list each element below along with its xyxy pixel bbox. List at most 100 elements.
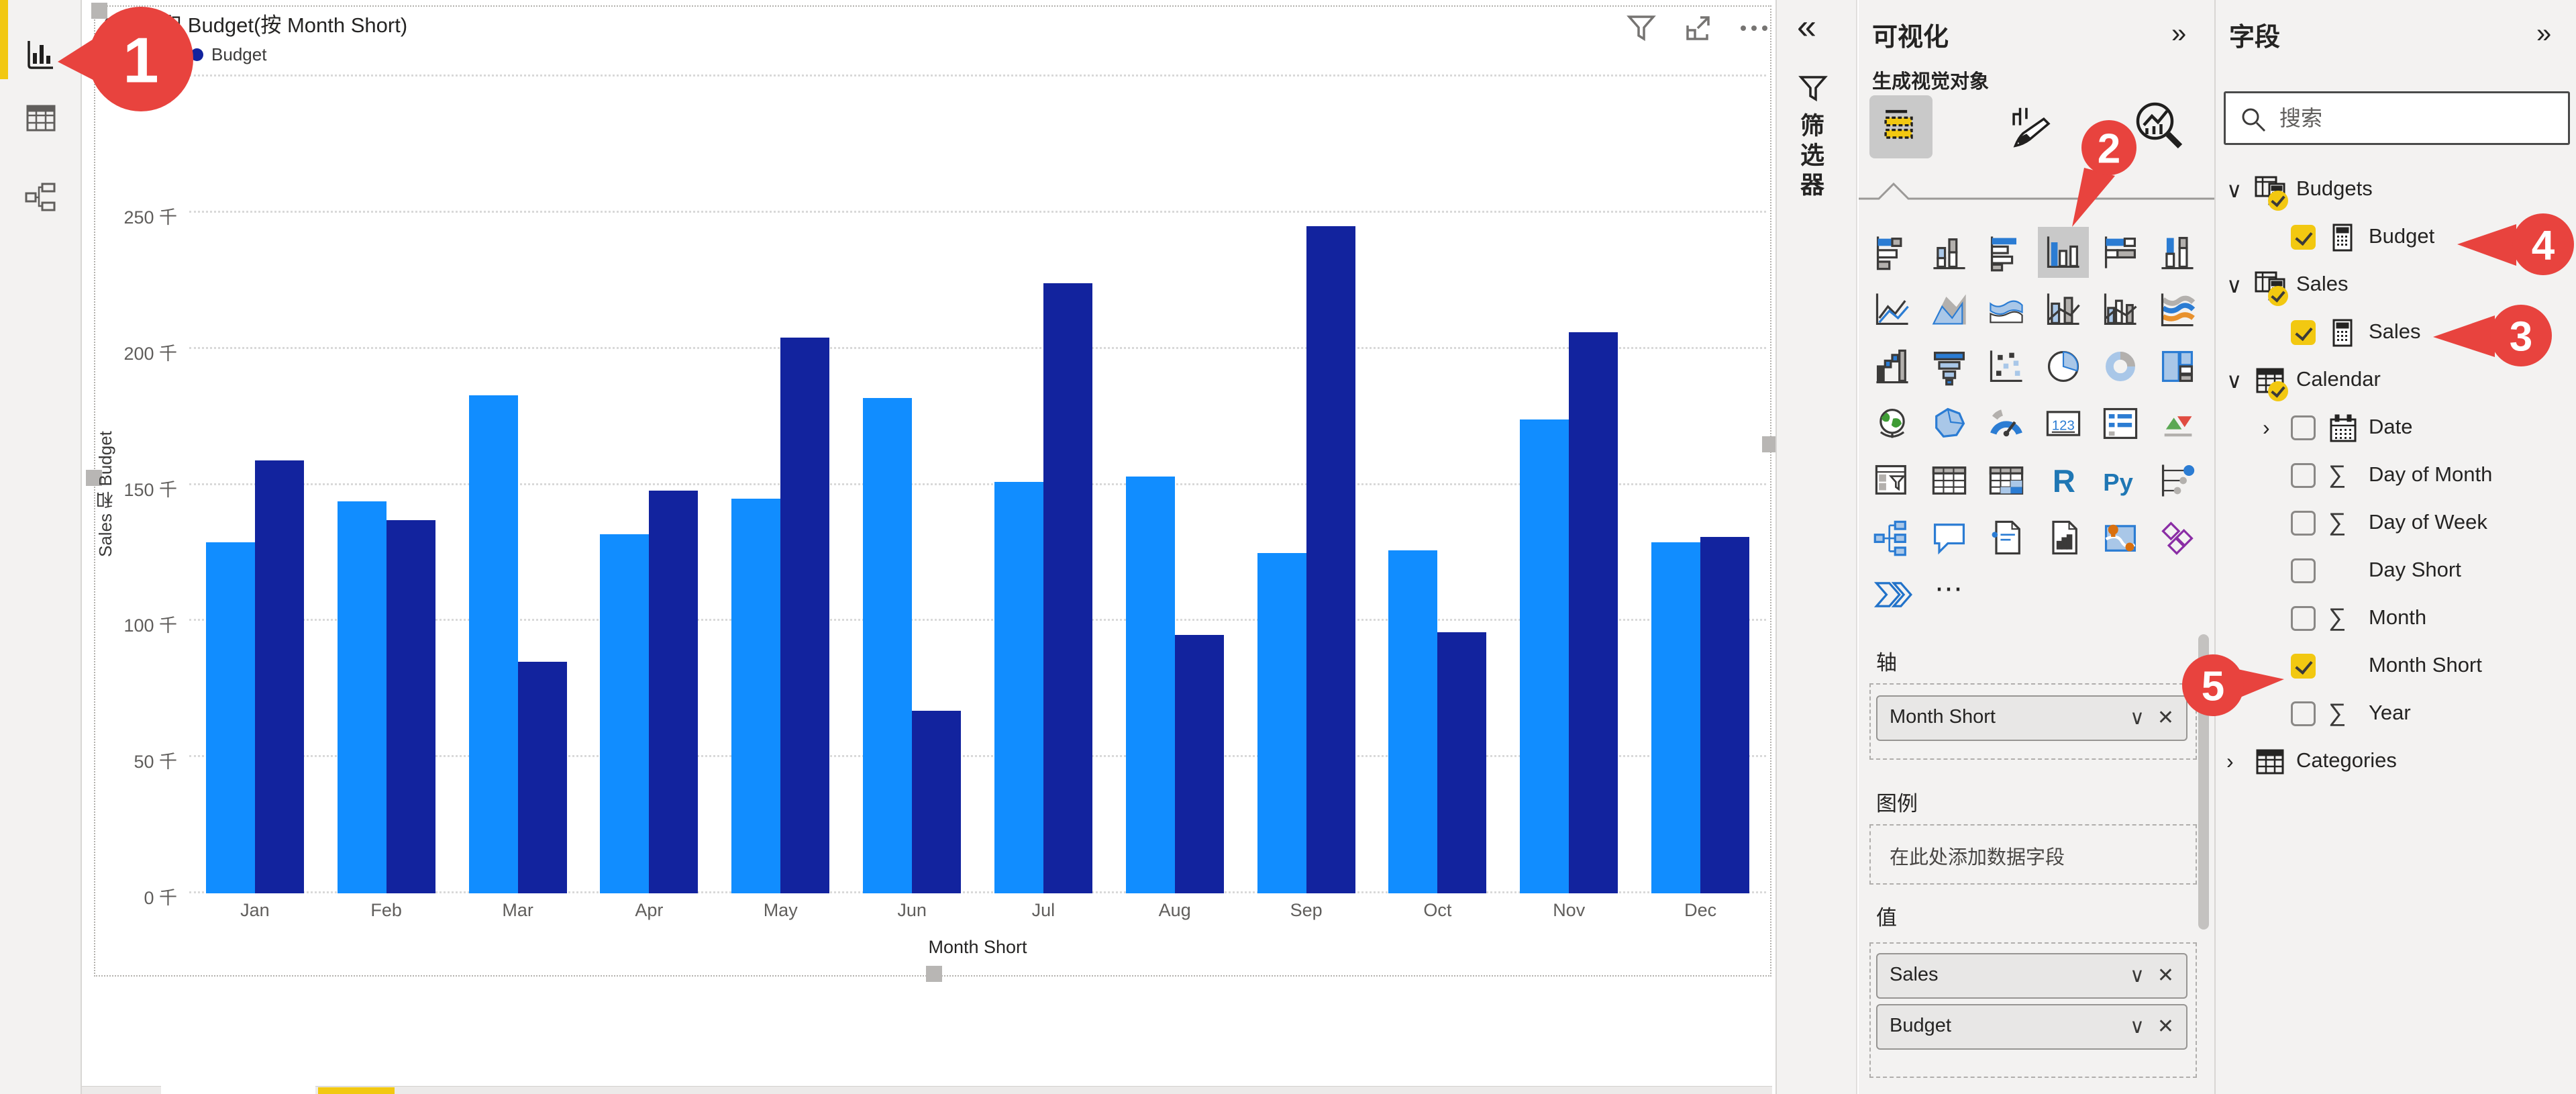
bar-sales-jan[interactable] [205, 542, 255, 893]
field-row-day-of-week[interactable]: ∑ Day of Week [2216, 500, 2576, 548]
viz-type-decomposition-tree[interactable] [1872, 517, 1912, 558]
remove-field-icon[interactable]: ✕ [2157, 1015, 2174, 1038]
active-page-tab-indicator[interactable] [318, 1087, 395, 1094]
viz-type-card[interactable]: 123 [2043, 403, 2083, 444]
viz-type-pie-chart[interactable] [2043, 346, 2083, 387]
collapse-visualizations-icon[interactable]: » [2171, 19, 2187, 48]
more-options-icon[interactable] [1738, 12, 1771, 46]
bar-budget-apr[interactable] [649, 491, 699, 893]
viz-type-stacked-area-chart[interactable] [1986, 289, 2026, 330]
bar-budget-feb[interactable] [386, 520, 435, 893]
field-row-year[interactable]: ∑ Year [2216, 691, 2576, 738]
report-view-icon[interactable] [23, 37, 58, 72]
field-row-budget[interactable]: Budget [2216, 214, 2576, 262]
field-search-box[interactable] [2224, 91, 2570, 145]
viz-type-kpi[interactable] [2157, 403, 2198, 444]
chevron-right-icon[interactable]: › [2226, 749, 2234, 773]
viz-type-arcgis-map[interactable] [2100, 517, 2141, 558]
viz-type-treemap[interactable] [2157, 346, 2198, 387]
viz-type-100-stacked-bar-chart[interactable] [2100, 232, 2141, 272]
checkbox-day-of-week[interactable] [2291, 511, 2316, 536]
bar-budget-mar[interactable] [517, 662, 567, 893]
search-input[interactable] [2279, 96, 2561, 140]
collapse-fields-icon[interactable]: » [2536, 19, 2552, 48]
chevron-down-icon[interactable]: ∨ [2130, 707, 2145, 729]
remove-field-icon[interactable]: ✕ [2157, 707, 2174, 729]
resize-handle-bottom[interactable] [926, 966, 942, 982]
bar-budget-dec[interactable] [1700, 537, 1750, 893]
viz-type-map[interactable] [1872, 403, 1912, 444]
focus-mode-icon[interactable] [1682, 12, 1715, 46]
viz-type-line-and-clustered-column-chart[interactable] [2100, 289, 2141, 330]
checkbox-month-short[interactable] [2291, 654, 2316, 679]
field-row-day-of-month[interactable]: ∑ Day of Month [2216, 452, 2576, 500]
bar-sales-jul[interactable] [994, 482, 1043, 893]
bar-budget-oct[interactable] [1437, 632, 1487, 893]
bar-budget-jan[interactable] [254, 460, 304, 893]
viz-type-stacked-bar-chart[interactable] [1872, 232, 1912, 272]
bar-sales-feb[interactable] [337, 501, 387, 893]
checkbox-day-of-month[interactable] [2291, 463, 2316, 488]
value-field-pill-budget[interactable]: Budget ∨ ✕ [1876, 1004, 2187, 1050]
checkbox-month[interactable] [2291, 606, 2316, 631]
remove-field-icon[interactable]: ✕ [2157, 964, 2174, 987]
bar-budget-nov[interactable] [1569, 332, 1618, 893]
viz-type-donut-chart[interactable] [2100, 346, 2141, 387]
viz-type-area-chart[interactable] [1929, 289, 1969, 330]
table-row-calendar[interactable]: ∨ Calendar [2216, 357, 2576, 405]
viz-type-line-chart[interactable] [1872, 289, 1912, 330]
viz-type-scatter-chart[interactable] [1986, 346, 2026, 387]
viz-type-ribbon-chart[interactable] [2157, 289, 2198, 330]
viz-type-clustered-bar-chart[interactable] [1986, 232, 2026, 272]
axis-field-pill[interactable]: Month Short ∨ ✕ [1876, 695, 2187, 741]
chevron-down-icon[interactable]: ∨ [2226, 178, 2243, 202]
bar-sales-sep[interactable] [1257, 553, 1306, 893]
bar-sales-apr[interactable] [600, 534, 650, 893]
viz-pane-scrollbar[interactable] [2198, 634, 2209, 930]
viz-type-paginated-report[interactable] [2043, 517, 2083, 558]
chevron-down-icon[interactable]: ∨ [2226, 273, 2243, 297]
table-row-categories[interactable]: › Categories [2216, 738, 2576, 786]
tab-build-visual[interactable] [1869, 95, 1933, 158]
checkbox-sales[interactable] [2291, 320, 2316, 345]
chevron-down-icon[interactable]: ∨ [2130, 964, 2145, 987]
table-row-budgets[interactable]: ∨ Budgets [2216, 166, 2576, 214]
bar-budget-may[interactable] [780, 338, 830, 893]
checkbox-date[interactable] [2291, 415, 2316, 440]
viz-type-python-visual[interactable]: Py [2100, 460, 2141, 501]
chevron-down-icon[interactable]: ∨ [2226, 368, 2243, 393]
chevron-right-icon[interactable]: › [2263, 415, 2270, 440]
field-row-sales[interactable]: Sales [2216, 309, 2576, 357]
checkbox-year[interactable] [2291, 701, 2316, 726]
bar-budget-aug[interactable] [1174, 635, 1224, 893]
viz-type-smart-narrative[interactable] [1986, 517, 2026, 558]
viz-type-slicer[interactable] [1872, 460, 1912, 501]
legend-item-sales[interactable]: Sales [102, 44, 166, 65]
bar-budget-jul[interactable] [1043, 283, 1092, 893]
chevron-down-icon[interactable]: ∨ [2130, 1015, 2145, 1038]
viz-type-power-apps[interactable] [2157, 517, 2198, 558]
filter-icon[interactable] [1625, 12, 1659, 46]
viz-type-gauge[interactable] [1986, 403, 2026, 444]
clustered-column-chart-visual[interactable]: Sales 和 Budget(按 Month Short) Sales Budge… [86, 3, 1778, 982]
field-row-date[interactable]: › Date [2216, 405, 2576, 452]
bar-sales-mar[interactable] [468, 395, 518, 893]
viz-type-power-automate[interactable] [1872, 575, 1912, 615]
data-view-icon[interactable] [23, 101, 58, 136]
field-row-month-short[interactable]: Month Short [2216, 643, 2576, 691]
viz-type-funnel-chart[interactable] [1929, 346, 1969, 387]
viz-type-filled-map[interactable] [1929, 403, 1969, 444]
expand-filters-icon[interactable]: « [1797, 7, 1816, 46]
bar-sales-oct[interactable] [1388, 550, 1438, 893]
tab-format-visual[interactable] [2009, 105, 2053, 149]
values-well[interactable]: Sales ∨ ✕ Budget ∨ ✕ [1869, 942, 2197, 1078]
legend-well[interactable]: 在此处添加数据字段 [1869, 824, 2197, 885]
resize-handle-left[interactable] [86, 470, 102, 486]
more-visual-types[interactable]: ⋯ [1935, 573, 1967, 604]
model-view-icon[interactable] [23, 180, 58, 215]
legend-item-budget[interactable]: Budget [191, 44, 266, 65]
tab-analytics[interactable] [2130, 98, 2186, 154]
viz-type-clustered-column-chart[interactable] [2038, 227, 2089, 278]
checkbox-day-short[interactable] [2291, 558, 2316, 583]
value-field-pill-sales[interactable]: Sales ∨ ✕ [1876, 953, 2187, 999]
